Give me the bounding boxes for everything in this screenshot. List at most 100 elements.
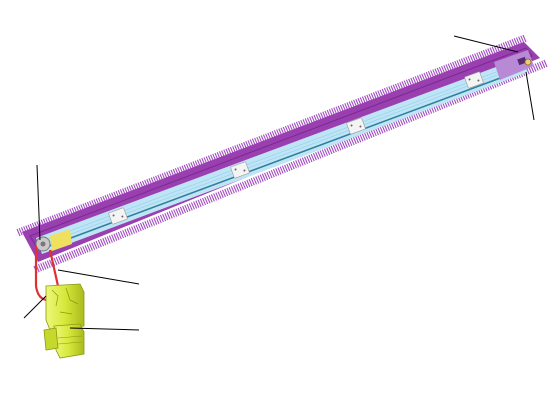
brush-bristle <box>100 238 105 247</box>
brush-bristle <box>275 168 280 176</box>
brush-bristle <box>119 230 124 239</box>
brush-bristle <box>500 43 505 51</box>
brush-bristle <box>168 211 173 219</box>
brush-bristle <box>487 48 492 56</box>
brush-bristle <box>173 209 178 217</box>
brush-bristle <box>341 141 346 149</box>
brush-bristle <box>55 256 60 265</box>
brush-bristle <box>403 80 408 88</box>
brush-bristle <box>436 67 441 76</box>
support-plate <box>464 71 484 89</box>
brush-bristle <box>412 76 417 85</box>
brush-bristle <box>319 150 324 158</box>
brush-bristle <box>476 52 481 60</box>
brush-bristle <box>520 35 525 44</box>
brush-bristle <box>469 55 474 63</box>
brush-bristle <box>151 218 156 226</box>
brush-bristle <box>182 205 187 214</box>
brush-bristle <box>343 140 348 148</box>
brush-bristle <box>352 136 357 145</box>
brush-bristle <box>326 147 331 155</box>
brush-bristle <box>206 195 211 204</box>
brush-bristle <box>489 47 494 55</box>
brush-bristle <box>478 51 483 60</box>
brush-bristle <box>133 225 138 233</box>
brush-bristle <box>210 194 215 202</box>
brush-bristle <box>159 214 164 223</box>
brush-bristle <box>534 63 539 71</box>
brush-bristle <box>166 212 171 220</box>
brush-bristle <box>139 222 144 231</box>
brush-bristle <box>339 142 344 150</box>
brush-bristle <box>423 72 428 81</box>
brush-bristle <box>330 145 335 154</box>
brush-bristle <box>137 223 142 232</box>
brush-bristle <box>228 186 233 195</box>
brush-bristle <box>441 65 446 74</box>
brush-bristle <box>219 190 224 198</box>
brush-bristle <box>221 189 226 198</box>
brush-bristle <box>148 219 153 227</box>
brush-bristle <box>193 201 198 209</box>
brush-bristle <box>88 243 93 251</box>
brush-bristle <box>153 217 158 225</box>
brush-bristle <box>224 188 229 197</box>
brush-bristle <box>301 157 306 165</box>
brush-bristle <box>304 156 309 164</box>
support-plate <box>346 117 366 135</box>
brush-bristle <box>383 124 388 132</box>
brush-bristle <box>18 227 23 236</box>
brush-bristle <box>467 55 472 64</box>
brush-bristle <box>438 66 443 75</box>
brush-bristle <box>204 196 209 205</box>
brush-bristle <box>170 210 175 218</box>
brush-bristle <box>164 212 169 221</box>
brush-bristle <box>277 167 282 175</box>
brush-bristle <box>215 192 220 200</box>
brush-bristle <box>68 251 73 259</box>
brush-bristle <box>71 250 76 258</box>
brush-bristle <box>405 79 410 87</box>
brush-bristle <box>346 139 351 147</box>
brush-bristle <box>368 130 373 138</box>
brush-bristle <box>86 244 91 252</box>
brush-bristle <box>456 60 461 68</box>
brush-bristle <box>199 198 204 207</box>
brush-bristle <box>379 126 384 134</box>
brush-bristle <box>84 245 89 253</box>
brush-bristle <box>190 202 195 210</box>
brush-bristle <box>543 59 548 68</box>
brush-bristle <box>355 135 360 144</box>
brush-bristle <box>131 226 136 234</box>
brush-bristle <box>106 236 111 244</box>
brush-bristle <box>310 153 315 162</box>
brush-bristle <box>177 207 182 215</box>
brush-bristle <box>73 249 78 258</box>
brush-bristle <box>62 254 67 262</box>
brush-bristle <box>179 206 184 215</box>
brush-bristle <box>361 133 366 141</box>
brush-bristle <box>281 165 286 173</box>
brush-bristle <box>504 41 509 49</box>
brush-bristle <box>337 143 342 151</box>
brush-bristle <box>95 240 100 249</box>
drive-motor <box>43 283 85 359</box>
brush-bristle <box>323 148 328 156</box>
brush-bristle <box>46 260 51 268</box>
brush-bristle <box>257 175 262 183</box>
brush-bristle <box>284 164 289 173</box>
brush-bristle <box>197 199 202 207</box>
brush-bristle <box>485 49 490 57</box>
brush-bristle <box>250 178 255 186</box>
brush-bristle <box>184 204 189 213</box>
brush-bristle <box>188 203 193 211</box>
brush-bristle <box>144 221 149 229</box>
brush-bristle <box>97 239 102 248</box>
brush-bristle <box>292 160 297 169</box>
brush-bristle <box>175 208 180 216</box>
brush-bristle <box>186 203 191 212</box>
brush-bristle <box>37 263 42 272</box>
brush-bristle <box>111 234 116 242</box>
